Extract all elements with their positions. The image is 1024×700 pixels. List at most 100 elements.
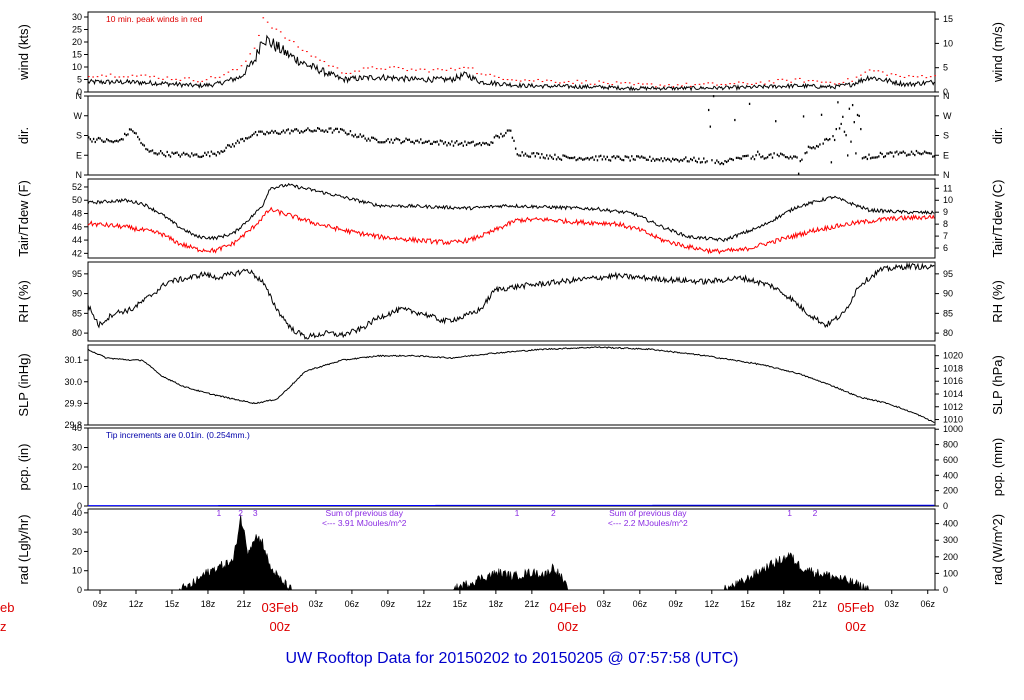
series-dots-dir — [88, 95, 936, 175]
xtick-label: 09z — [669, 599, 684, 609]
panel-rad — [84, 508, 939, 592]
ytick-label-left: W — [74, 111, 83, 121]
ytick-label-right: 6 — [943, 243, 948, 253]
ylabel-left-temp: Tair/Tdew (F) — [16, 180, 31, 257]
ytick-label-left: 29.9 — [64, 398, 82, 408]
ytick-label-right: 300 — [943, 535, 958, 545]
xtick-label: 21z — [525, 599, 540, 609]
ytick-label-right: 10 — [943, 195, 953, 205]
ytick-label-left: 0 — [77, 501, 82, 511]
ytick-label-right: 400 — [943, 519, 958, 529]
day-label-date: 03Feb — [262, 600, 299, 615]
ytick-label-left: 85 — [72, 308, 82, 318]
panel-slp — [84, 344, 939, 426]
series-line-wind-0 — [87, 34, 935, 92]
ytick-label-right: 100 — [943, 568, 958, 578]
ytick-label-left: E — [76, 150, 82, 160]
rad-marker: 1 — [216, 508, 221, 518]
ytick-label-right: 1014 — [943, 389, 963, 399]
ytick-label-left: 90 — [72, 289, 82, 299]
xtick-label: 18z — [489, 599, 504, 609]
ytick-label-left: 50 — [72, 195, 82, 205]
ylabel-left-wind: wind (kts) — [16, 24, 31, 81]
ytick-label-left: 30.0 — [64, 377, 82, 387]
ytick-label-right: 95 — [943, 269, 953, 279]
ytick-label-right: N — [943, 170, 950, 180]
ylabel-left-rh: RH (%) — [16, 280, 31, 323]
ytick-label-right: 1018 — [943, 363, 963, 373]
ytick-label-left: 40 — [72, 423, 82, 433]
ytick-label-right: 9 — [943, 207, 948, 217]
xtick-label: 03z — [309, 599, 324, 609]
ylabel-right-rad: rad (W/m^2) — [990, 514, 1005, 585]
panel-frame-wind — [87, 11, 936, 93]
ytick-label-left: 20 — [72, 546, 82, 556]
ytick-label-right: 0 — [943, 585, 948, 595]
ytick-label-right: 1012 — [943, 402, 963, 412]
ylabel-right-wind: wind (m/s) — [990, 22, 1005, 83]
ytick-label-left: N — [76, 170, 83, 180]
ytick-label-left: 30 — [72, 443, 82, 453]
xtick-label: 12z — [705, 599, 720, 609]
ytick-label-right: 1000 — [943, 424, 963, 434]
day-label-time: 00z — [269, 619, 290, 634]
xtick-label: 06z — [920, 599, 935, 609]
ytick-label-left: 20 — [72, 37, 82, 47]
annotation-pcp: Tip increments are 0.01in. (0.254mm.) — [106, 430, 250, 440]
ytick-label-left: 10 — [72, 62, 82, 72]
xtick-label: 09z — [381, 599, 396, 609]
xtick-label: 03z — [597, 599, 612, 609]
rad-marker: 3 — [253, 508, 258, 518]
xtick-label: 18z — [201, 599, 216, 609]
day-label-time: 00z — [557, 619, 578, 634]
ytick-label-left: 0 — [77, 585, 82, 595]
series-line-rh-0 — [87, 261, 935, 340]
ytick-label-right: 800 — [943, 440, 958, 450]
series-line-slp-0 — [87, 346, 935, 424]
ytick-label-left: 20 — [72, 462, 82, 472]
ytick-label-left: 48 — [72, 209, 82, 219]
ytick-label-right: 1020 — [943, 351, 963, 361]
ylabel-right-dir: dir. — [990, 127, 1005, 144]
ylabel-left-rad: rad (Lgly/hr) — [16, 514, 31, 584]
xtick-label: 06z — [633, 599, 648, 609]
ytick-label-left: 95 — [72, 269, 82, 279]
rad-marker: 2 — [238, 508, 243, 518]
ylabel-left-dir: dir. — [16, 127, 31, 144]
ytick-label-left: 25 — [72, 25, 82, 35]
ylabel-right-slp: SLP (hPa) — [990, 355, 1005, 415]
ytick-label-left: 80 — [72, 328, 82, 338]
xtick-label: 09z — [93, 599, 108, 609]
ylabel-right-rh: RH (%) — [990, 280, 1005, 323]
ylabel-left-pcp: pcp. (in) — [16, 444, 31, 491]
ytick-label-left: 15 — [72, 50, 82, 60]
xtick-label: 15z — [741, 599, 756, 609]
series-line-temp-1 — [87, 206, 935, 255]
panel-frame-rh — [87, 261, 936, 342]
ytick-label-left: 10 — [72, 482, 82, 492]
day-label-date: 04Feb — [549, 600, 586, 615]
ytick-label-right: 0 — [943, 87, 948, 97]
day-label-date: 05Feb — [837, 600, 874, 615]
series-line-temp-0 — [87, 182, 935, 243]
xtick-label: 18z — [777, 599, 792, 609]
ytick-label-left: S — [76, 131, 82, 141]
ytick-label-right: S — [943, 131, 949, 141]
panel-wind — [84, 11, 939, 93]
xtick-label: 03z — [884, 599, 899, 609]
rad-marker: 1 — [787, 508, 792, 518]
ytick-label-left: 10 — [72, 566, 82, 576]
ytick-label-left: 44 — [72, 235, 82, 245]
ytick-label-right: 15 — [943, 14, 953, 24]
sum-label: Sum of previous day — [326, 508, 404, 518]
ytick-label-right: 5 — [943, 63, 948, 73]
ytick-label-left: 30.1 — [64, 355, 82, 365]
panel-frame-dir — [87, 95, 936, 176]
panel-frame-slp — [87, 344, 936, 426]
ytick-label-right: 85 — [943, 308, 953, 318]
ytick-label-right: 7 — [943, 231, 948, 241]
panel-rh — [84, 261, 939, 342]
rad-marker: 2 — [551, 508, 556, 518]
annotation-wind: 10 min. peak winds in red — [106, 14, 203, 24]
ytick-label-right: 400 — [943, 470, 958, 480]
